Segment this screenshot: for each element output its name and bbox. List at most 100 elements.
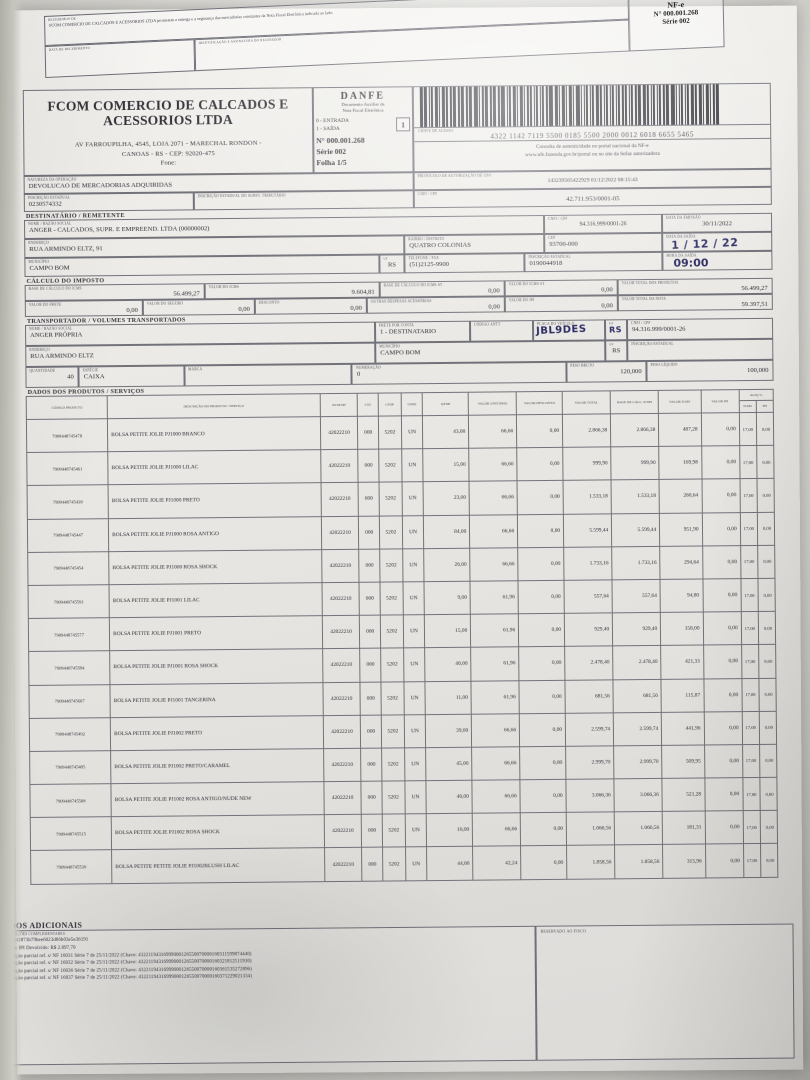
cst-cell: 000: [358, 548, 381, 583]
qtde-cell: 15,00: [423, 448, 470, 483]
valor-total-cell: 5.599,44: [563, 513, 612, 548]
aliq-icms-cell: 17,00: [739, 412, 757, 446]
transp-especie-value: CAIXA: [83, 373, 105, 381]
valor-total-cell: 2.599,74: [565, 712, 614, 747]
insc-est-value: 0230574332: [28, 201, 62, 209]
vlr-ipi-value: 0,00: [601, 302, 613, 310]
codigo-cell: 7909448745515: [30, 816, 112, 851]
descricao-cell: BOLSA PETITE JOLIE PJ1000 BRANCO: [107, 416, 321, 452]
danfe-form: FCOM COMERCIO DE CALCADOS E ACESSORIOS L…: [22, 5, 778, 885]
valor-ipi-cell: 0,00: [700, 412, 740, 447]
descricao-cell: BOLSA PETITE JOLIE PJ1002 PRETO: [110, 715, 324, 751]
cst-cell: 000: [360, 714, 382, 749]
dest-emissao-value: 30/11/2022: [702, 220, 732, 228]
ncm-cell: 42022210: [323, 748, 362, 782]
danfe-serie: Série 002: [316, 147, 347, 157]
valor-total-cell: 3.066,36: [566, 778, 615, 813]
qtde-cell: 23,00: [423, 481, 470, 516]
cfop-cell: 5202: [379, 515, 403, 549]
valor-ipi-cell: 0,00: [704, 810, 744, 845]
dest-uf-value: RS: [387, 261, 397, 269]
base-calc-icms-cell: 557,64: [612, 579, 661, 613]
valor-icms-cell: 441,96: [661, 711, 705, 746]
valor-ipi-cell: 0,00: [703, 678, 742, 712]
dest-uf-field: UF RS: [379, 254, 405, 274]
descricao-cell: BOLSA PETITE JOLIE PJ1002 PRETO/CARAMEL: [110, 748, 324, 784]
qtde-cell: 9,00: [424, 581, 471, 615]
vlr-seguro-field: VALOR DO SEGURO 0,00: [142, 298, 255, 316]
unid-cell: UN: [404, 780, 427, 815]
codigo-cell: 7909448745607: [28, 684, 111, 719]
cfop-cell: 5202: [380, 614, 404, 649]
ncm-cell: 42022210: [323, 714, 361, 749]
cfop-cell: 5202: [378, 415, 402, 450]
aliq-icms-cell: 17,00: [739, 512, 758, 546]
transp-cnpj-field: CNPJ / CPF 94.316.999/0001-26: [626, 317, 774, 341]
aliq-icms-cell: 17,00: [740, 578, 759, 612]
transp-placa-handwritten-value: JBL9DES: [535, 323, 587, 337]
vlr-total-nota-field: VALOR TOTAL DA NOTA 59.397,51: [617, 293, 773, 312]
aliq-icms-cell: 17,00: [742, 810, 761, 845]
emitter-block: FCOM COMERCIO DE CALCADOS E ACESSORIOS L…: [22, 87, 314, 176]
cfop-cell: 5202: [380, 581, 404, 616]
th-valor-ipi: VALOR IPI: [700, 389, 740, 414]
aliq-icms-cell: 17,00: [743, 843, 761, 878]
codigo-cell: 7909448745508: [29, 783, 112, 818]
aliq-icms-cell: 17,00: [742, 777, 761, 811]
cfop-cell: 5202: [381, 780, 405, 815]
descricao-cell: BOLSA PETITE JOLIE PJ1001 PRETO: [109, 615, 323, 651]
dest-hora-handwritten-value: 09:00: [673, 256, 709, 270]
descricao-cell: BOLSA PETITE PETITE JOLIE PJ1002BLUSH LI…: [111, 848, 325, 884]
danfe-folha: Folha 1/5: [316, 158, 347, 168]
cfop-cell: 5202: [379, 482, 403, 516]
vlr-total-nota-value: 59.397,51: [741, 301, 768, 309]
valor-unitario-cell: 42,24: [472, 846, 522, 880]
codigo-cell: 7909448745478: [26, 418, 108, 453]
ncm-cell: 42022210: [322, 615, 360, 649]
desconto-value: 0,00: [350, 305, 362, 313]
bc-icms-st-field: BASE DE CÁLCULO DO ICMS ST 0,00: [379, 280, 505, 298]
transp-frete-field: FRETE POR CONTA 1 - DESTINATARIO: [374, 320, 471, 343]
ncm-cell: 42022210: [320, 416, 359, 450]
codigo-cell: 7909448745454: [27, 551, 110, 586]
valor-ipi-cell: 0,00: [704, 777, 743, 812]
inscricao-estadual-st-field: INSCRIÇÃO ESTADUAL DO SUBST. TRIBUTÁRIO: [193, 190, 414, 211]
transp-nome-value: ANGER PRÓPRIA: [30, 331, 83, 340]
emitter-cnpj-field: CNPJ / CPF 42.711.953/0001-05: [413, 186, 772, 209]
valor-ipi-cell: 0,00: [701, 512, 741, 546]
valor-total-cell: 2.866,38: [562, 413, 611, 448]
valor-ipi-cell: 0,00: [702, 611, 742, 646]
operation-type-box: 1: [396, 117, 411, 132]
valor-unitario-cell: 66,66: [469, 514, 518, 548]
unid-cell: UN: [403, 681, 426, 715]
valor-total-cell: 999,90: [562, 447, 612, 481]
codigo-cell: 7909448745492: [29, 717, 111, 752]
emitter-name-line1: FCOM COMERCIO DE CALCADOS E: [47, 96, 289, 114]
valor-desconto-cell: 0,00: [517, 480, 564, 515]
valor-ipi-cell: 0,00: [705, 844, 744, 878]
qtde-cell: 15,00: [424, 614, 471, 648]
aliq-icms-cell: 17,00: [739, 445, 757, 480]
transp-quantidade-value: 40: [67, 374, 74, 382]
transp-peso-bruto-value: 120,000: [620, 368, 642, 376]
produtos-table-body: 7909448745478 BOLSA PETITE JOLIE PJ1000 B…: [26, 412, 778, 885]
th-aliquota: ALIQ %: [738, 389, 774, 401]
valor-unitario-cell: 66,66: [468, 414, 517, 449]
aliq-ipi-cell: 0,00: [757, 511, 775, 546]
base-calc-icms-cell: 2.866,38: [610, 413, 660, 448]
descricao-cell: BOLSA PETITE JOLIE PJ1001 ROSA SHOCK: [109, 648, 323, 685]
descricao-cell: BOLSA PETITE JOLIE PJ1000 ROSA ANTIGO: [108, 516, 322, 552]
aliq-icms-cell: 17,00: [739, 478, 758, 513]
unid-cell: UN: [402, 581, 425, 615]
transp-placa-uf-handwritten-value: RS: [608, 325, 623, 335]
transp-municipio-value: CAMPO BOM: [380, 349, 421, 358]
descricao-cell: BOLSA PETITE JOLIE PJ1002 ROSA ANTIGO/NU…: [111, 781, 324, 817]
vlr-frete-field: VALOR DO FRETE 0,00: [24, 299, 143, 317]
th-valor-icms: VALOR ICMS: [658, 390, 701, 414]
codigo-cell: 7909448745591: [28, 584, 110, 619]
ncm-cell: 42022210: [323, 814, 362, 849]
valor-desconto-cell: 0,00: [518, 646, 566, 681]
transp-uf-value: RS: [612, 347, 621, 355]
codigo-cell: 7909448745577: [28, 617, 110, 652]
dest-cep-value: 93700-000: [549, 241, 578, 249]
